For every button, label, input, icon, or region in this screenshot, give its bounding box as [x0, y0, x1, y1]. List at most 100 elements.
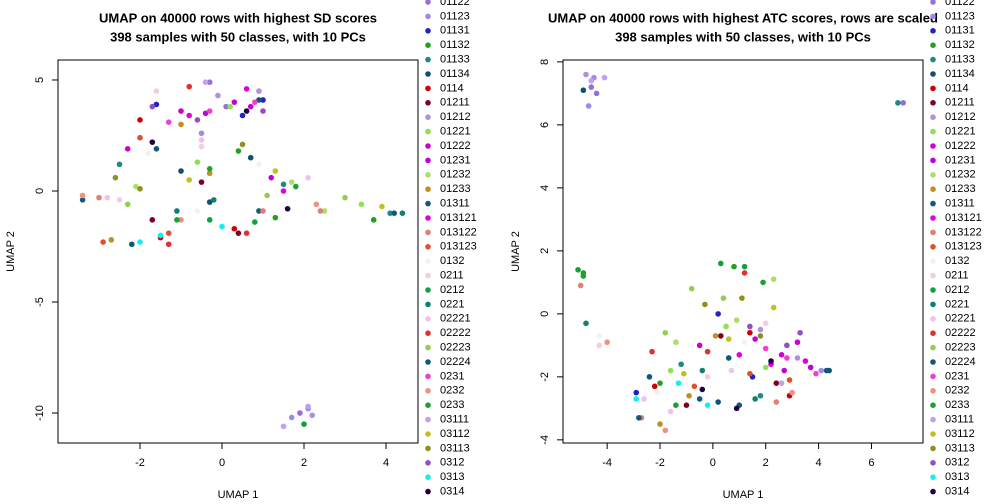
point — [186, 83, 193, 90]
y-tick-label: -5 — [34, 297, 46, 307]
point — [752, 336, 758, 342]
legend-label: 01133 — [945, 54, 975, 66]
point — [137, 239, 143, 245]
point — [198, 179, 205, 185]
point — [577, 282, 584, 289]
point — [301, 421, 307, 427]
chart-title: UMAP on 40000 rows with highest SD score… — [99, 10, 377, 25]
x-axis-label: UMAP 1 — [218, 489, 259, 501]
point — [900, 100, 906, 106]
plot-frame — [57, 59, 419, 444]
legend-marker — [425, 186, 431, 192]
legend-marker — [425, 42, 431, 48]
point — [596, 333, 603, 339]
legend-marker — [425, 172, 431, 178]
point — [305, 403, 311, 410]
point — [247, 103, 254, 110]
point — [778, 380, 785, 386]
point — [260, 208, 266, 214]
legend-label: 0232 — [440, 385, 464, 397]
legend-marker — [930, 157, 936, 164]
legend-marker — [930, 200, 936, 207]
legend-marker — [930, 388, 936, 394]
point — [178, 121, 184, 128]
point — [702, 301, 708, 308]
point — [715, 399, 721, 405]
point — [104, 194, 111, 201]
legend-marker — [930, 344, 936, 351]
point — [247, 154, 254, 161]
legend-marker — [425, 330, 431, 337]
legend-label: 01221 — [945, 126, 976, 138]
point — [174, 217, 180, 223]
legend-label: 0314 — [440, 486, 464, 498]
legend-marker — [930, 172, 936, 178]
point — [198, 130, 205, 137]
point — [794, 355, 801, 361]
legend-marker — [425, 157, 431, 164]
y-tick-label: 2 — [539, 248, 551, 254]
point — [342, 194, 348, 201]
point — [583, 320, 589, 327]
legend-marker — [930, 402, 936, 409]
point — [633, 389, 640, 396]
legend-label: 01222 — [945, 140, 976, 152]
point — [243, 108, 250, 114]
legend-label: 0312 — [440, 457, 464, 469]
legend-label: 01123 — [440, 10, 470, 22]
point — [580, 87, 587, 94]
point — [178, 217, 184, 223]
legend-marker — [425, 416, 431, 423]
point — [757, 392, 764, 399]
point — [585, 103, 592, 109]
point — [762, 320, 769, 327]
point — [649, 348, 655, 355]
point — [202, 110, 209, 117]
point — [280, 423, 287, 430]
point — [741, 263, 748, 270]
legend-marker — [930, 0, 936, 5]
legend-marker — [425, 359, 431, 365]
point — [231, 225, 238, 232]
legend-marker — [930, 330, 936, 337]
legend-label: 0221 — [945, 298, 969, 310]
point — [784, 342, 790, 349]
point — [778, 352, 785, 358]
legend-label: 03111 — [945, 414, 974, 426]
point — [297, 410, 303, 416]
legend-label: 01211 — [945, 97, 975, 109]
x-tick-label: 4 — [816, 457, 822, 469]
point — [728, 367, 735, 374]
legend-label: 01212 — [945, 111, 976, 123]
point — [725, 336, 732, 342]
point — [712, 333, 719, 339]
point — [116, 161, 123, 168]
legend-marker — [930, 71, 936, 77]
legend-label: 01233 — [945, 183, 976, 195]
point — [178, 168, 184, 174]
point — [696, 342, 703, 349]
legend-marker — [425, 28, 431, 34]
point — [762, 345, 769, 352]
point — [736, 352, 743, 358]
legend-marker — [425, 128, 431, 135]
legend-label: 013123 — [945, 241, 982, 253]
x-tick-label: -4 — [602, 457, 612, 469]
point — [194, 117, 201, 123]
legend-marker — [425, 143, 431, 149]
legend-label: 03112 — [945, 428, 975, 440]
legend-label: 01132 — [440, 39, 470, 51]
point — [733, 405, 740, 412]
point — [818, 367, 825, 374]
point — [256, 208, 262, 214]
point — [280, 188, 287, 194]
point — [717, 333, 724, 339]
point — [149, 217, 156, 223]
point — [781, 367, 788, 374]
legend-marker — [930, 100, 936, 106]
legend-label: 013123 — [440, 241, 477, 253]
point — [760, 279, 766, 286]
legend-label: 01211 — [440, 97, 470, 109]
point — [678, 361, 684, 368]
point — [773, 380, 780, 386]
